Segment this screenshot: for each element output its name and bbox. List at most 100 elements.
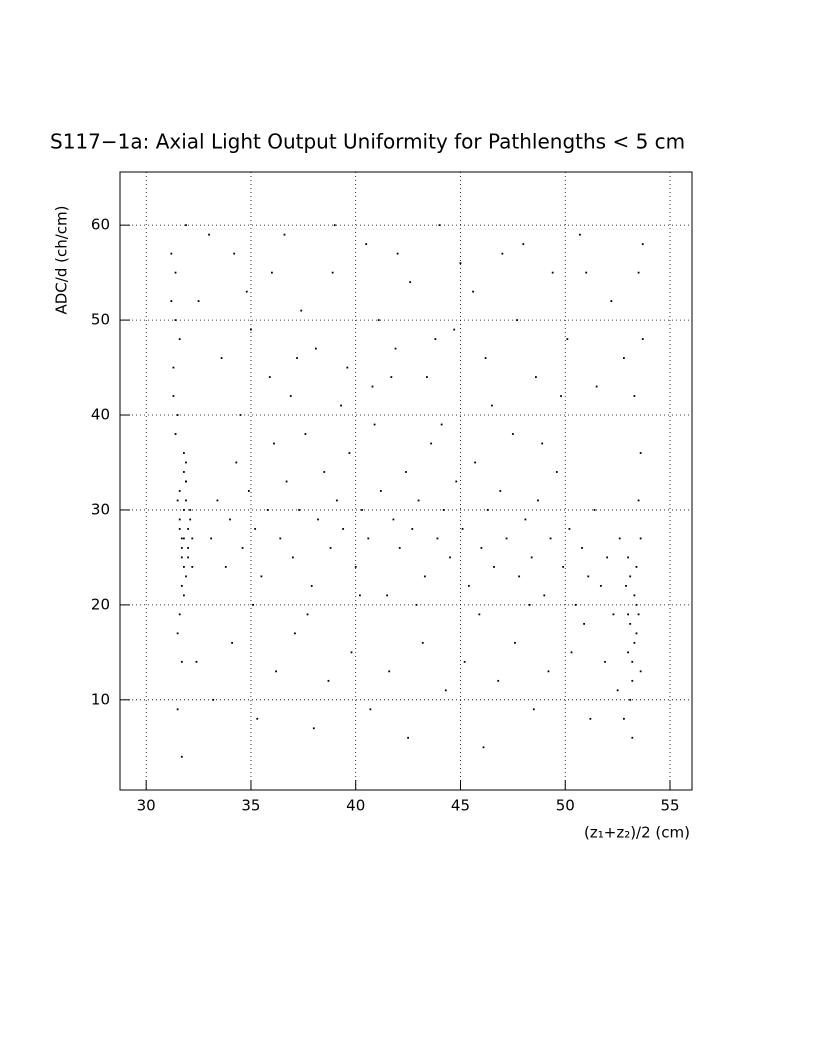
point [398,547,401,549]
point [191,566,194,568]
point [335,499,338,502]
x-tick-label: 35 [241,797,260,815]
point [266,509,269,511]
point [482,746,485,749]
point [183,594,185,597]
point [484,357,487,359]
point [373,423,376,426]
point [256,717,259,720]
point [493,566,495,568]
point [514,641,516,644]
x-tick-label: 50 [556,797,575,815]
point [377,319,380,321]
point [271,271,273,274]
x-tick-label: 45 [451,797,470,815]
point [639,670,642,673]
point [637,271,640,274]
point [639,452,642,454]
point [530,556,533,559]
point [178,613,181,616]
point [501,252,504,255]
point [315,347,317,350]
point [604,660,606,663]
point [340,404,342,407]
point [333,224,336,227]
point [174,271,177,274]
point [449,556,451,559]
point [618,537,621,540]
point [354,566,357,568]
point [304,433,307,435]
point [369,708,372,711]
point [637,499,640,502]
point [610,300,613,303]
point [254,528,257,530]
point [359,594,361,597]
point [291,556,294,559]
point [478,613,481,616]
point [537,499,539,502]
point [233,252,236,255]
point [625,584,627,587]
point [229,518,231,521]
point [350,651,353,654]
point [430,442,433,445]
x-tick-label: 40 [346,797,365,815]
point [631,679,634,682]
point [239,414,242,416]
point [415,603,418,606]
point [623,717,625,720]
point [629,698,632,701]
point [178,490,181,492]
point [195,660,198,663]
point [180,556,183,559]
point [453,328,456,331]
point [185,499,187,502]
point [388,670,391,673]
point [633,641,636,644]
point [442,509,445,511]
point [639,537,642,540]
point [379,490,382,492]
point [474,461,477,464]
point [579,233,581,236]
point [275,670,277,673]
point [480,547,483,549]
point [472,290,474,293]
point [595,385,598,388]
x-tick-label: 55 [660,797,679,815]
point [180,547,183,549]
point [176,632,179,635]
point [459,262,462,265]
x-tick-label: 30 [137,797,156,815]
point [499,490,502,492]
point [612,613,615,616]
point [455,480,458,483]
point [587,575,590,578]
point [547,670,550,673]
point [409,281,412,284]
point [440,423,443,426]
point [224,566,227,568]
point [250,328,252,331]
point [467,584,470,587]
point [172,395,175,397]
point [518,575,521,578]
point [522,243,525,246]
point [423,575,426,578]
point [438,224,441,227]
y-axis-label: ADC/d (ch/cm) [53,206,71,315]
point [241,547,244,549]
y-tick-label: 40 [91,406,110,424]
point [208,233,210,236]
point [627,556,629,559]
point [390,376,393,378]
y-tick-label: 50 [91,311,110,329]
point [524,518,527,521]
point [178,518,181,521]
point [396,252,399,255]
point [405,471,407,473]
point [627,651,629,654]
point [635,603,638,606]
